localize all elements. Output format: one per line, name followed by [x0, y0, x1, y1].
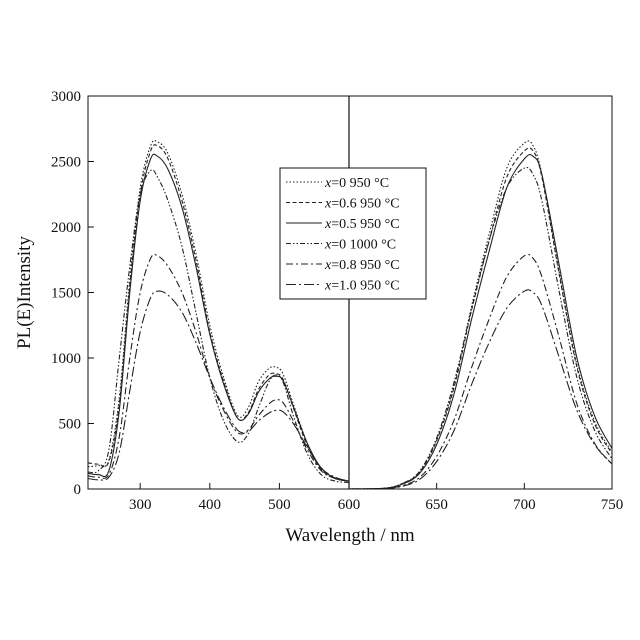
legend: x=0 950 °C x=0.6 950 °C x=0.5 950 °C x=0 10…	[280, 168, 426, 299]
legend-entry: x=0 1000 °C	[324, 238, 396, 253]
x-tick-label: 750	[601, 497, 624, 513]
y-tick-label: 1500	[51, 286, 81, 302]
x-tick-label: 400	[199, 497, 222, 513]
y-tick-label: 3000	[51, 89, 81, 105]
x-tick-label: 300	[129, 497, 152, 513]
y-tick-label: 2000	[51, 220, 81, 236]
x-tick-label: 500	[268, 497, 291, 513]
legend-entry: x=0.6 950 °C	[324, 197, 400, 212]
x-tick-label: 650	[425, 497, 448, 513]
y-axis-label: PL(E)Intensity	[14, 236, 35, 349]
x-tick-label: 600	[338, 497, 361, 513]
y-tick-label: 0	[74, 482, 82, 498]
legend-entry: x=0.5 950 °C	[324, 217, 400, 232]
legend-entry: x=0 950 °C	[324, 176, 389, 191]
y-tick-label: 1000	[51, 351, 81, 367]
x-axis-label: Wavelength / nm	[285, 525, 415, 546]
x-axis-ticks: 300 400 500 600 650 700 750	[129, 483, 623, 513]
legend-entry: x=0.8 950 °C	[324, 258, 400, 273]
legend-entry: x=1.0 950 °C	[324, 279, 400, 294]
y-tick-label: 500	[59, 417, 82, 433]
x-tick-label: 700	[513, 497, 536, 513]
y-tick-label: 2500	[51, 155, 81, 171]
